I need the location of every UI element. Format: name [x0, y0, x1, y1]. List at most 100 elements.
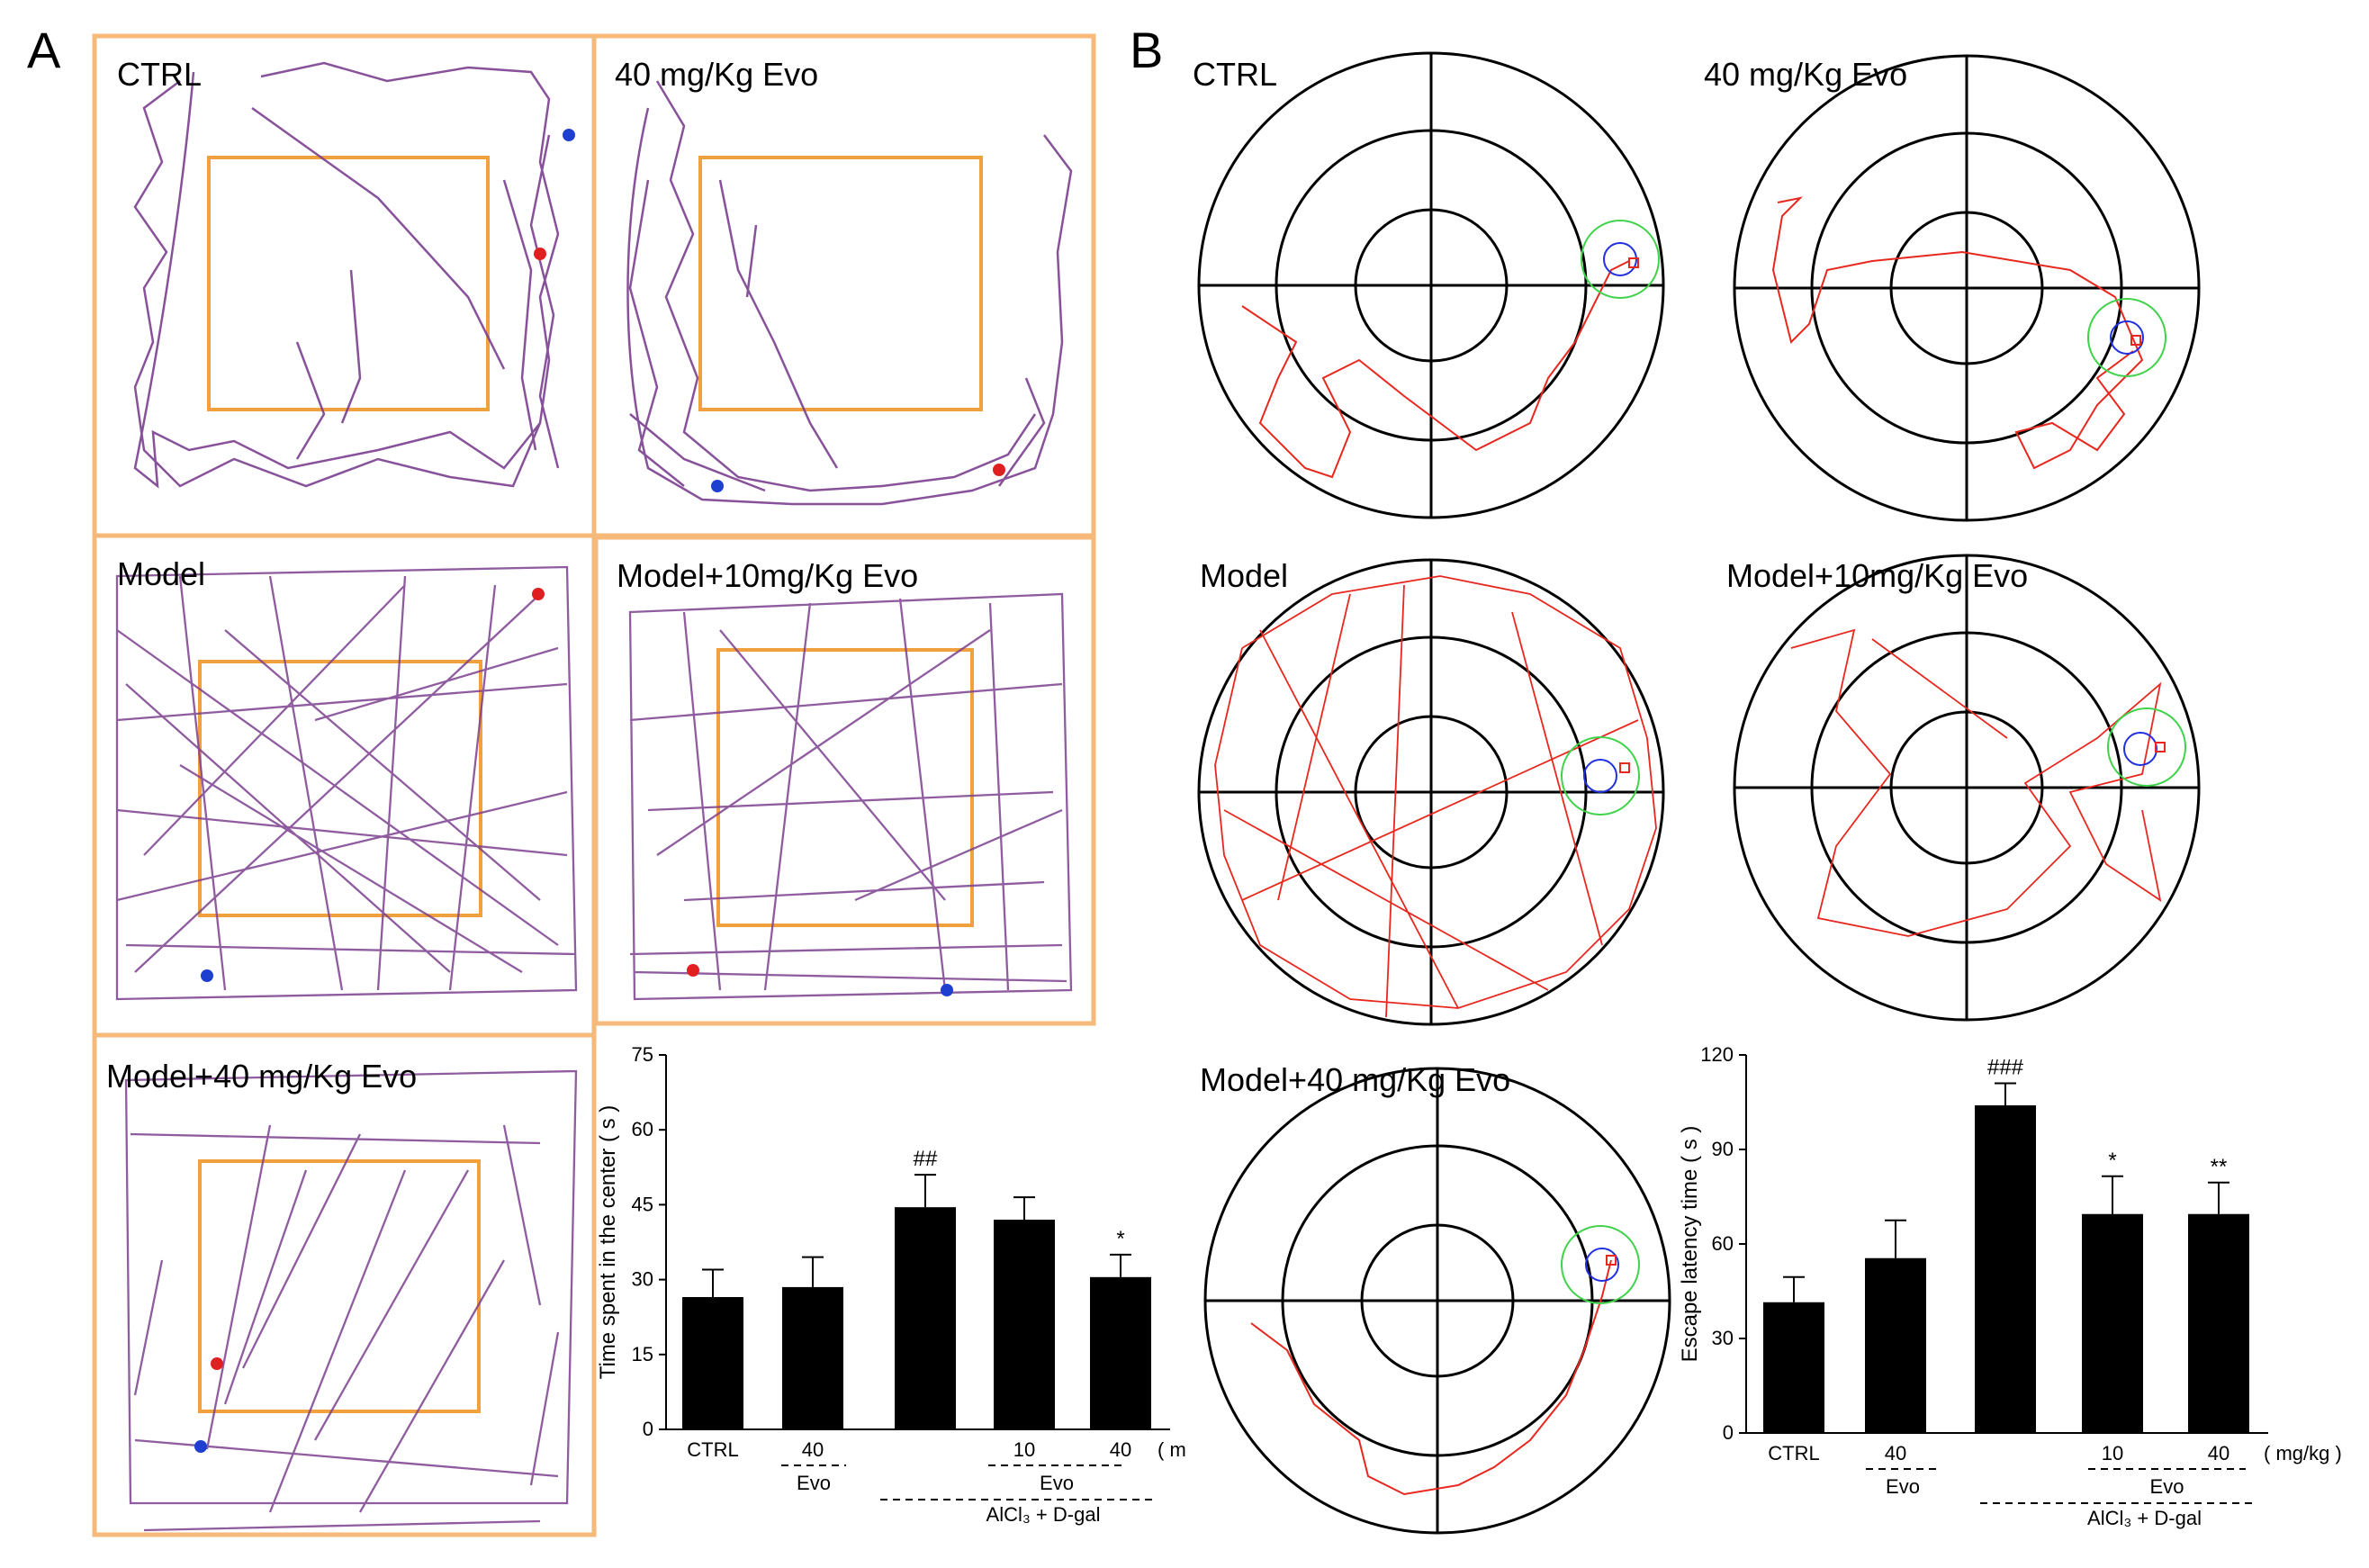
end-dot [941, 984, 953, 996]
center-zone [698, 156, 983, 411]
significance-mark: * [1116, 1227, 1124, 1251]
x-tick-label: 40 [802, 1438, 824, 1461]
platform [2110, 320, 2144, 355]
arena-label: CTRL [117, 56, 202, 93]
maze-model-10-evo: Model+10mg/Kg Evo [1726, 554, 2201, 1022]
panel-b-letter: B [1130, 22, 1163, 78]
maze-model-40-evo: Model+40 mg/Kg Evo [1200, 1061, 1671, 1535]
finish-marker [2155, 742, 2166, 752]
arena-frame [593, 535, 1096, 1026]
arena-label: Model+40 mg/Kg Evo [106, 1058, 417, 1095]
bar [1763, 1302, 1824, 1433]
maze-model: Model [1197, 557, 1665, 1026]
bar [895, 1207, 956, 1429]
bar [2082, 1213, 2143, 1433]
swim-track [1250, 1259, 1612, 1496]
group-label-model: AlCl₃ + D-gal [2087, 1507, 2202, 1529]
significance-mark: ** [2211, 1155, 2228, 1179]
arena-frame [92, 1032, 597, 1537]
swim-track [1790, 628, 2162, 937]
start-dot [532, 588, 545, 600]
group-label-evo: Evo [1886, 1475, 1920, 1498]
movement-track [133, 61, 560, 489]
center-zone [207, 156, 490, 411]
panel-a-letter: A [27, 22, 61, 78]
maze-label: Model+40 mg/Kg Evo [1200, 1061, 1510, 1098]
significance-mark: * [2108, 1149, 2116, 1173]
y-tick-label: 75 [632, 1043, 653, 1066]
arena-label: Model [117, 555, 205, 592]
y-tick-label: 15 [632, 1343, 653, 1365]
significance-mark: ### [1987, 1056, 2024, 1080]
unit-label: ( m [1157, 1438, 1186, 1461]
arena-frame [591, 33, 1096, 538]
finish-marker [2130, 335, 2141, 346]
x-tick-label: CTRL [1768, 1442, 1819, 1464]
arena-frame [92, 33, 597, 538]
finish-marker [1619, 762, 1630, 773]
start-dot [534, 248, 546, 260]
arena-label: Model+10mg/Kg Evo [617, 557, 918, 594]
arena-model-40-evo: Model+40 mg/Kg Evo [92, 1032, 597, 1537]
start-dot [993, 464, 1005, 476]
start-dot [687, 964, 699, 977]
arena-model: Model [92, 533, 597, 1038]
open-field-arenas: CTRL 40 mg/Kg Evo Model Model [92, 33, 1096, 1537]
finish-marker [1606, 1255, 1617, 1266]
arena-model-10-evo: Model+10mg/Kg Evo [593, 535, 1096, 1026]
y-tick-label: 120 [1700, 1043, 1734, 1066]
y-axis-label: Escape latency time ( s ) [1678, 1126, 1702, 1363]
swim-track [1771, 196, 2144, 470]
x-tick-label: 10 [2102, 1442, 2123, 1464]
bar-chart-escape-latency: 0 30 60 90 120 Escape latency time ( s ) CTRL 4… [1678, 1043, 2342, 1529]
arena-40-evo: 40 mg/Kg Evo [591, 33, 1096, 538]
maze-label: Model [1200, 557, 1288, 594]
arena-frame [92, 533, 597, 1038]
y-tick-label: 90 [1712, 1138, 1734, 1160]
start-dot [211, 1357, 223, 1370]
group-label-model: AlCl₃ + D-gal [986, 1503, 1101, 1526]
end-dot [711, 480, 724, 492]
y-axis-label: Time spent in the center ( s ) [596, 1105, 620, 1380]
platform [1585, 1248, 1619, 1282]
platform [2123, 732, 2157, 766]
end-dot [563, 129, 575, 141]
platform-ring [1561, 736, 1640, 816]
x-tick-label: 40 [1885, 1442, 1906, 1464]
significance-mark: ## [914, 1147, 938, 1171]
end-dot [201, 969, 213, 982]
bar [682, 1297, 743, 1429]
maze-label: Model+10mg/Kg Evo [1726, 557, 2028, 594]
group-label-evo-model: Evo [1040, 1472, 1074, 1494]
center-zone [198, 660, 482, 917]
maze-40-evo: 40 mg/Kg Evo [1704, 54, 2201, 522]
center-zone [198, 1159, 481, 1413]
y-tick-label: 0 [1723, 1421, 1734, 1444]
x-tick-label: 40 [2208, 1442, 2229, 1464]
movement-track [628, 592, 1073, 1001]
bar [1975, 1105, 2036, 1433]
maze-label: CTRL [1193, 56, 1277, 93]
x-tick-label: 10 [1013, 1438, 1035, 1461]
center-zone [716, 648, 974, 927]
swim-track [1241, 260, 1630, 479]
swim-track [1214, 575, 1657, 1018]
movement-track [626, 80, 1073, 506]
platform-ring [2087, 298, 2166, 377]
arena-ctrl: CTRL [92, 33, 597, 538]
bar [1865, 1257, 1926, 1433]
bar [2188, 1213, 2249, 1433]
x-tick-label: CTRL [687, 1438, 738, 1461]
y-tick-label: 60 [632, 1118, 653, 1140]
bar-chart-time-in-center: 0 15 30 45 60 75 Time spent in the center ( s … [596, 1043, 1186, 1526]
platform-ring [1581, 220, 1660, 299]
bar [782, 1286, 843, 1429]
water-maze-pools: CTRL 40 mg/Kg Evo Model [1193, 51, 2201, 1535]
arena-label: 40 mg/Kg Evo [615, 56, 818, 93]
group-label-evo: Evo [797, 1472, 831, 1494]
y-tick-label: 0 [643, 1418, 653, 1440]
x-tick-label: 40 [1110, 1438, 1131, 1461]
bar [1090, 1276, 1151, 1429]
platform-ring [1561, 1225, 1640, 1304]
